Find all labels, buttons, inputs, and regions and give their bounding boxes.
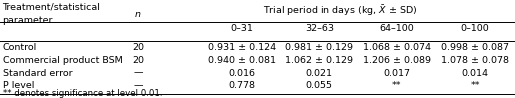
Text: 1.062 ± 0.129: 1.062 ± 0.129	[285, 56, 353, 65]
Text: Standard error: Standard error	[3, 69, 72, 78]
Text: 0–31: 0–31	[231, 24, 253, 33]
Text: P level: P level	[3, 81, 34, 90]
Text: 0–100: 0–100	[461, 24, 489, 33]
Text: 0.016: 0.016	[229, 69, 255, 78]
Text: Control: Control	[3, 43, 37, 52]
Text: ** denotes significance at level 0.01.: ** denotes significance at level 0.01.	[3, 89, 162, 98]
Text: Treatment/statistical: Treatment/statistical	[3, 3, 100, 12]
Text: 32–63: 32–63	[305, 24, 334, 33]
Text: 0.055: 0.055	[306, 81, 333, 90]
Text: 20: 20	[132, 56, 144, 65]
Text: 0.778: 0.778	[229, 81, 255, 90]
Text: 1.068 ± 0.074: 1.068 ± 0.074	[363, 43, 431, 52]
Text: **: **	[470, 81, 480, 90]
Text: 1.078 ± 0.078: 1.078 ± 0.078	[441, 56, 509, 65]
Text: parameter: parameter	[3, 16, 53, 25]
Text: 0.931 ± 0.124: 0.931 ± 0.124	[208, 43, 276, 52]
Text: Commercial product BSM: Commercial product BSM	[3, 56, 123, 65]
Text: 0.940 ± 0.081: 0.940 ± 0.081	[208, 56, 276, 65]
Text: —: —	[133, 69, 143, 78]
Text: 0.021: 0.021	[306, 69, 333, 78]
Text: 0.998 ± 0.087: 0.998 ± 0.087	[441, 43, 509, 52]
Text: —: —	[133, 81, 143, 90]
Text: 1.206 ± 0.089: 1.206 ± 0.089	[363, 56, 431, 65]
Text: 64–100: 64–100	[379, 24, 414, 33]
Text: 20: 20	[132, 43, 144, 52]
Text: 0.981 ± 0.129: 0.981 ± 0.129	[285, 43, 353, 52]
Text: 0.017: 0.017	[383, 69, 410, 78]
Text: Trial period in days (kg, $\mathit{\bar{X}}$ $\pm$ SD): Trial period in days (kg, $\mathit{\bar{…	[263, 3, 417, 18]
Text: **: **	[392, 81, 401, 90]
Text: 0.014: 0.014	[461, 69, 489, 78]
Text: n: n	[135, 10, 141, 19]
